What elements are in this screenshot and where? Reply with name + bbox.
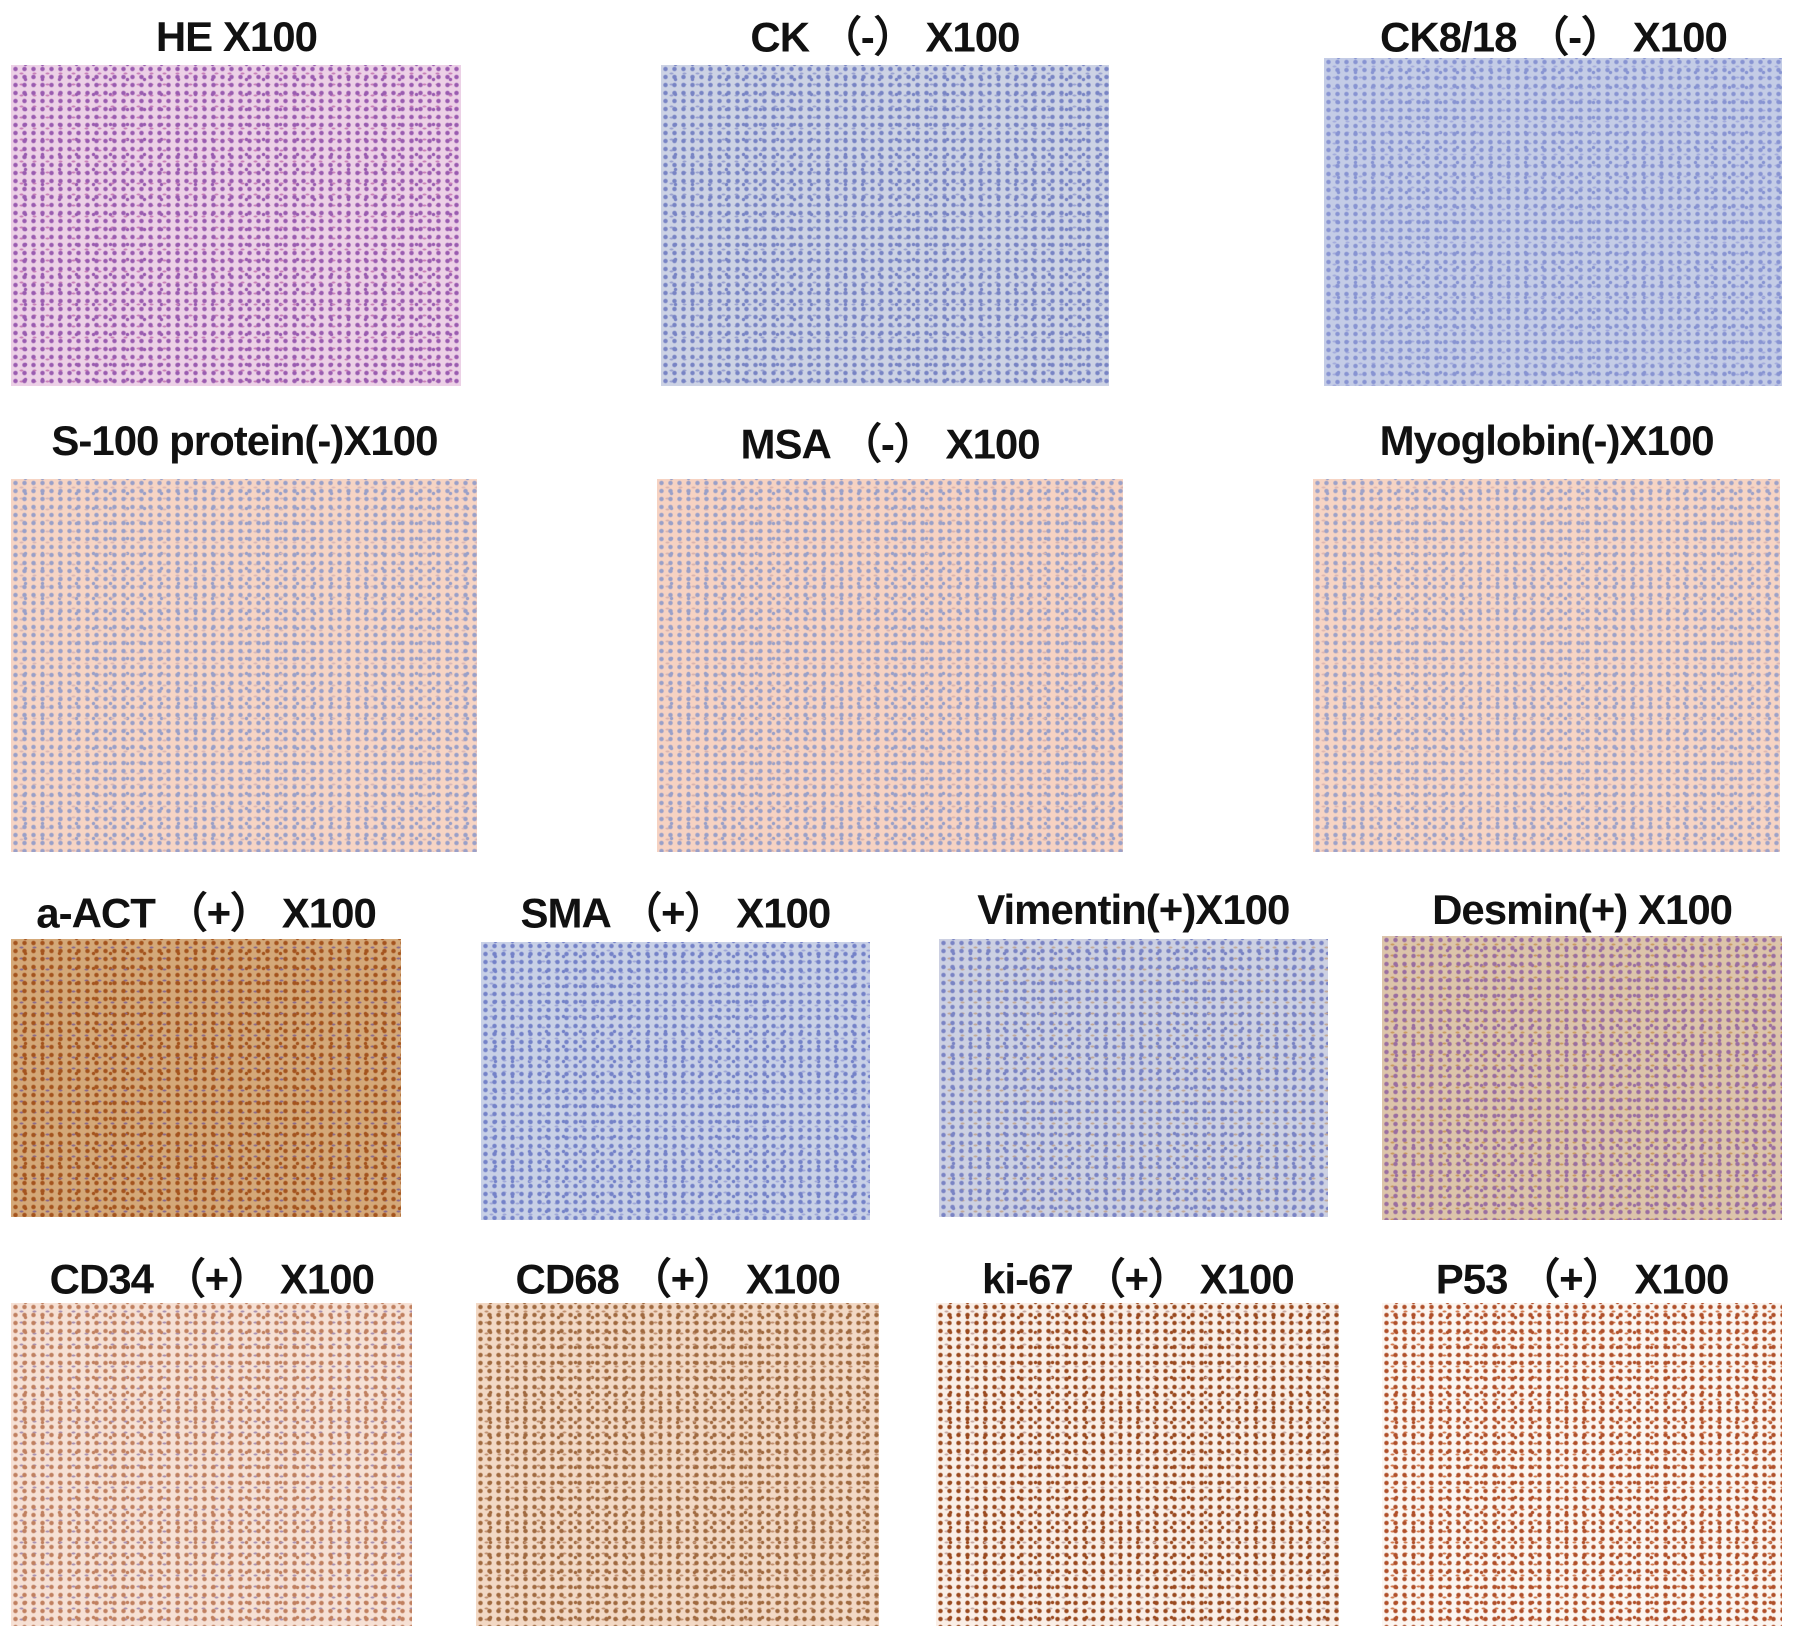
panel-label: Vimentin(+)X100 xyxy=(977,886,1290,934)
micrograph xyxy=(480,942,871,1221)
micrograph xyxy=(660,65,1110,386)
panel-label: MSA （-） X100 xyxy=(740,420,1040,468)
micrograph xyxy=(936,1302,1340,1626)
micrograph xyxy=(1313,478,1781,852)
micrograph xyxy=(11,938,401,1217)
micrograph xyxy=(11,1302,413,1626)
micrograph xyxy=(11,478,478,852)
micrograph xyxy=(476,1302,880,1626)
micrograph xyxy=(938,938,1328,1217)
panel-label: SMA （+） X100 xyxy=(520,889,832,937)
panel-label: CD34 （+） X100 xyxy=(49,1255,375,1303)
panel-label: ki-67 （+） X100 xyxy=(982,1255,1295,1303)
micrograph xyxy=(11,65,462,386)
panel-label: Desmin(+) X100 xyxy=(1432,886,1733,934)
panel-label: Myoglobin(-)X100 xyxy=(1379,416,1715,464)
panel-label: S-100 protein(-)X100 xyxy=(51,416,438,464)
micrograph xyxy=(1381,1302,1783,1626)
panel-label: CK8/18 （-） X100 xyxy=(1380,13,1728,61)
micrograph xyxy=(1324,58,1783,386)
micrograph xyxy=(657,478,1123,852)
panel-label: CK （-） X100 xyxy=(750,13,1020,61)
panel-label: P53 （+） X100 xyxy=(1435,1255,1730,1303)
panel-label: HE X100 xyxy=(155,12,318,60)
panel-label: a-ACT （+） X100 xyxy=(36,889,377,937)
micrograph xyxy=(1381,936,1783,1221)
panel-label: CD68 （+） X100 xyxy=(515,1255,841,1303)
